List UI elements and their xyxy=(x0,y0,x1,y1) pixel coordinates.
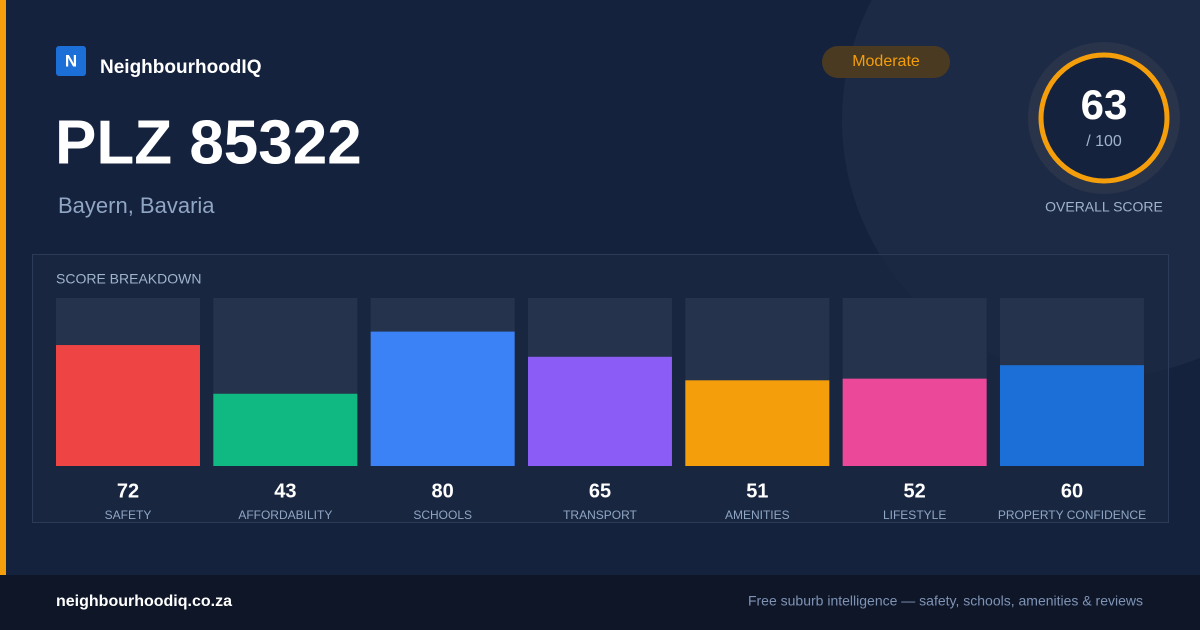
breakdown-title: SCORE BREAKDOWN xyxy=(56,271,201,287)
bar-value: 51 xyxy=(746,480,768,502)
bar-label: PROPERTY CONFIDENCE xyxy=(998,508,1146,522)
bar-value: 43 xyxy=(274,480,296,502)
title: PLZ 85322 xyxy=(55,108,362,177)
footer-url: neighbourhoodiq.co.za xyxy=(56,593,232,610)
bar xyxy=(527,356,672,466)
bar xyxy=(56,345,200,466)
logo-letter: N xyxy=(65,51,77,70)
subtitle: Bayern, Bavaria xyxy=(58,193,215,218)
accent-stripe xyxy=(0,0,6,575)
score-label: OVERALL SCORE xyxy=(1045,199,1163,215)
score-value: 63 xyxy=(1081,81,1128,128)
footer-tagline: Free suburb intelligence — safety, schoo… xyxy=(748,593,1143,609)
badge-pill xyxy=(822,46,950,78)
bar-label: AFFORDABILITY xyxy=(238,508,332,522)
brand: NeighbourhoodIQ xyxy=(100,57,261,78)
bar xyxy=(213,393,358,466)
bar-value: 60 xyxy=(1061,480,1083,502)
bar-label: SCHOOLS xyxy=(413,508,472,522)
bar xyxy=(685,380,830,466)
bar-value: 65 xyxy=(589,480,611,502)
bar xyxy=(370,331,515,466)
badge: Moderate xyxy=(852,53,920,70)
bars: 72 SAFETY 43 AFFORDABILITY 80 SCHOOLS 65 TRANSP… xyxy=(56,298,1146,522)
bar-value: 80 xyxy=(432,480,454,502)
score-out-of: / 100 xyxy=(1086,133,1122,150)
bar xyxy=(842,378,987,466)
bar-value: 72 xyxy=(117,480,139,502)
bar-label: TRANSPORT xyxy=(563,508,637,522)
bar xyxy=(999,365,1144,466)
bar-value: 52 xyxy=(904,480,926,502)
footer xyxy=(0,575,1200,630)
bar-label: SAFETY xyxy=(105,508,152,522)
bar-label: LIFESTYLE xyxy=(883,508,946,522)
score-ring xyxy=(1038,52,1170,184)
logo xyxy=(56,46,86,76)
bar-label: AMENITIES xyxy=(725,508,790,522)
